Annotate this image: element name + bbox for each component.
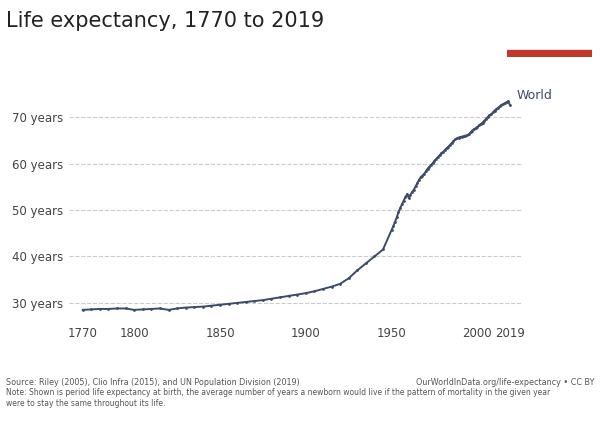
Text: in Data: in Data — [531, 35, 568, 44]
Text: World: World — [517, 89, 553, 102]
Text: Life expectancy, 1770 to 2019: Life expectancy, 1770 to 2019 — [6, 11, 324, 30]
Bar — [507, 50, 592, 57]
Text: Our World: Our World — [524, 19, 575, 27]
Text: Note: Shown is period life expectancy at birth, the average number of years a ne: Note: Shown is period life expectancy at… — [6, 388, 550, 408]
Text: Source: Riley (2005), Clio Infra (2015), and UN Population Division (2019): Source: Riley (2005), Clio Infra (2015),… — [6, 378, 300, 387]
Text: OurWorldInData.org/life-expectancy • CC BY: OurWorldInData.org/life-expectancy • CC … — [416, 378, 594, 387]
